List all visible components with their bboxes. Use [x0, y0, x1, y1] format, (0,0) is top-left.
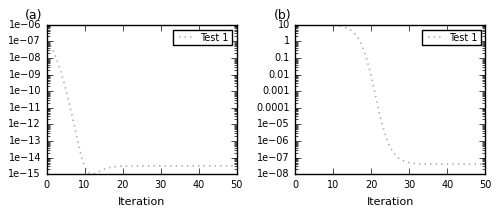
- Test 1: [192, 164, 198, 167]
- Text: (a): (a): [25, 9, 42, 22]
- Test 1: [128, 165, 134, 167]
- Test 1: [120, 165, 126, 167]
- Line: Test 1: Test 1: [296, 25, 486, 164]
- Legend: Test 1: Test 1: [173, 30, 232, 45]
- Test 1: [376, 111, 382, 113]
- Test 1: [44, 40, 50, 43]
- Test 1: [312, 23, 318, 26]
- Text: (b): (b): [274, 9, 291, 22]
- X-axis label: Iteration: Iteration: [118, 197, 166, 207]
- Test 1: [234, 164, 239, 167]
- Test 1: [63, 88, 69, 91]
- Test 1: [423, 163, 429, 165]
- Test 1: [482, 163, 488, 166]
- X-axis label: Iteration: Iteration: [366, 197, 414, 207]
- Line: Test 1: Test 1: [46, 41, 236, 174]
- Test 1: [89, 173, 95, 175]
- Test 1: [292, 23, 298, 26]
- Test 1: [369, 80, 375, 82]
- Test 1: [174, 164, 180, 167]
- Test 1: [444, 163, 450, 166]
- Test 1: [196, 164, 202, 167]
- Test 1: [440, 163, 446, 166]
- Legend: Test 1: Test 1: [422, 30, 480, 45]
